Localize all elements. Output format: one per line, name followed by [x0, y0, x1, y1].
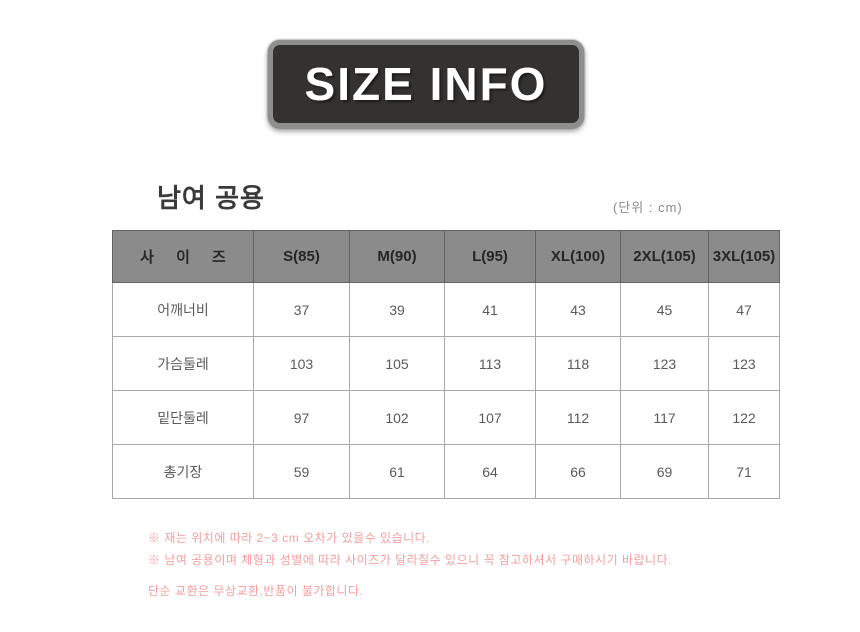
column-header: 3XL(105): [708, 230, 780, 283]
column-header: S(85): [253, 230, 350, 283]
column-header: 2XL(105): [620, 230, 709, 283]
table-row: 밑단둘레 97 102 107 112 117 122: [112, 390, 780, 445]
table-cell: 103: [253, 336, 350, 391]
table-cell: 61: [349, 444, 445, 499]
table-cell: 59: [253, 444, 350, 499]
table-cell: 105: [349, 336, 445, 391]
table-cell: 123: [620, 336, 709, 391]
row-label: 총기장: [112, 444, 254, 499]
size-table-header-row: 사 이 즈 S(85) M(90) L(95) XL(100) 2XL(105) 3XL(1…: [112, 230, 780, 283]
note-exchange-policy: 단순 교환은 무상교환,반품이 불가합니다.: [148, 584, 364, 598]
column-header: 사 이 즈: [112, 230, 254, 283]
notes-block: ※ 재는 위치에 따라 2~3 cm 오차가 있을수 있습니다. ※ 남여 공용…: [148, 527, 672, 602]
size-table-header: 사 이 즈 S(85) M(90) L(95) XL(100) 2XL(105) 3XL(1…: [112, 230, 780, 283]
table-row: 어깨너비 37 39 41 43 45 47: [112, 282, 780, 337]
column-header: XL(100): [535, 230, 621, 283]
table-cell: 118: [535, 336, 621, 391]
table-cell: 66: [535, 444, 621, 499]
table-cell: 41: [444, 282, 536, 337]
row-label: 가슴둘레: [112, 336, 254, 391]
column-header: M(90): [349, 230, 445, 283]
table-cell: 69: [620, 444, 709, 499]
table-cell: 71: [708, 444, 780, 499]
size-table: 사 이 즈 S(85) M(90) L(95) XL(100) 2XL(105) 3XL(1…: [112, 230, 780, 499]
section-title-unisex: 남여 공용: [157, 183, 265, 213]
table-cell: 37: [253, 282, 350, 337]
table-cell: 122: [708, 390, 780, 445]
table-row: 총기장 59 61 64 66 69 71: [112, 444, 780, 499]
size-info-badge: SIZE INFO: [268, 40, 584, 128]
size-table-body: 어깨너비 37 39 41 43 45 47 가슴둘레 103 105 113 118 123 123 밑단…: [112, 282, 780, 499]
note-tolerance: ※ 재는 위치에 따라 2~3 cm 오차가 있을수 있습니다.: [148, 531, 431, 545]
unit-label: (단위 : cm): [613, 200, 683, 215]
table-cell: 64: [444, 444, 536, 499]
table-cell: 39: [349, 282, 445, 337]
note-unisex-fit: ※ 남여 공용이며 체형과 성별에 따라 사이즈가 달라질수 있으니 꼭 참고하…: [148, 553, 672, 567]
table-cell: 97: [253, 390, 350, 445]
table-cell: 112: [535, 390, 621, 445]
table-cell: 43: [535, 282, 621, 337]
row-label: 어깨너비: [112, 282, 254, 337]
table-row: 가슴둘레 103 105 113 118 123 123: [112, 336, 780, 391]
table-cell: 113: [444, 336, 536, 391]
table-cell: 123: [708, 336, 780, 391]
size-info-badge-label: SIZE INFO: [304, 58, 548, 110]
table-cell: 102: [349, 390, 445, 445]
table-cell: 47: [708, 282, 780, 337]
row-label: 밑단둘레: [112, 390, 254, 445]
table-cell: 117: [620, 390, 709, 445]
table-cell: 45: [620, 282, 709, 337]
column-header: L(95): [444, 230, 536, 283]
table-cell: 107: [444, 390, 536, 445]
